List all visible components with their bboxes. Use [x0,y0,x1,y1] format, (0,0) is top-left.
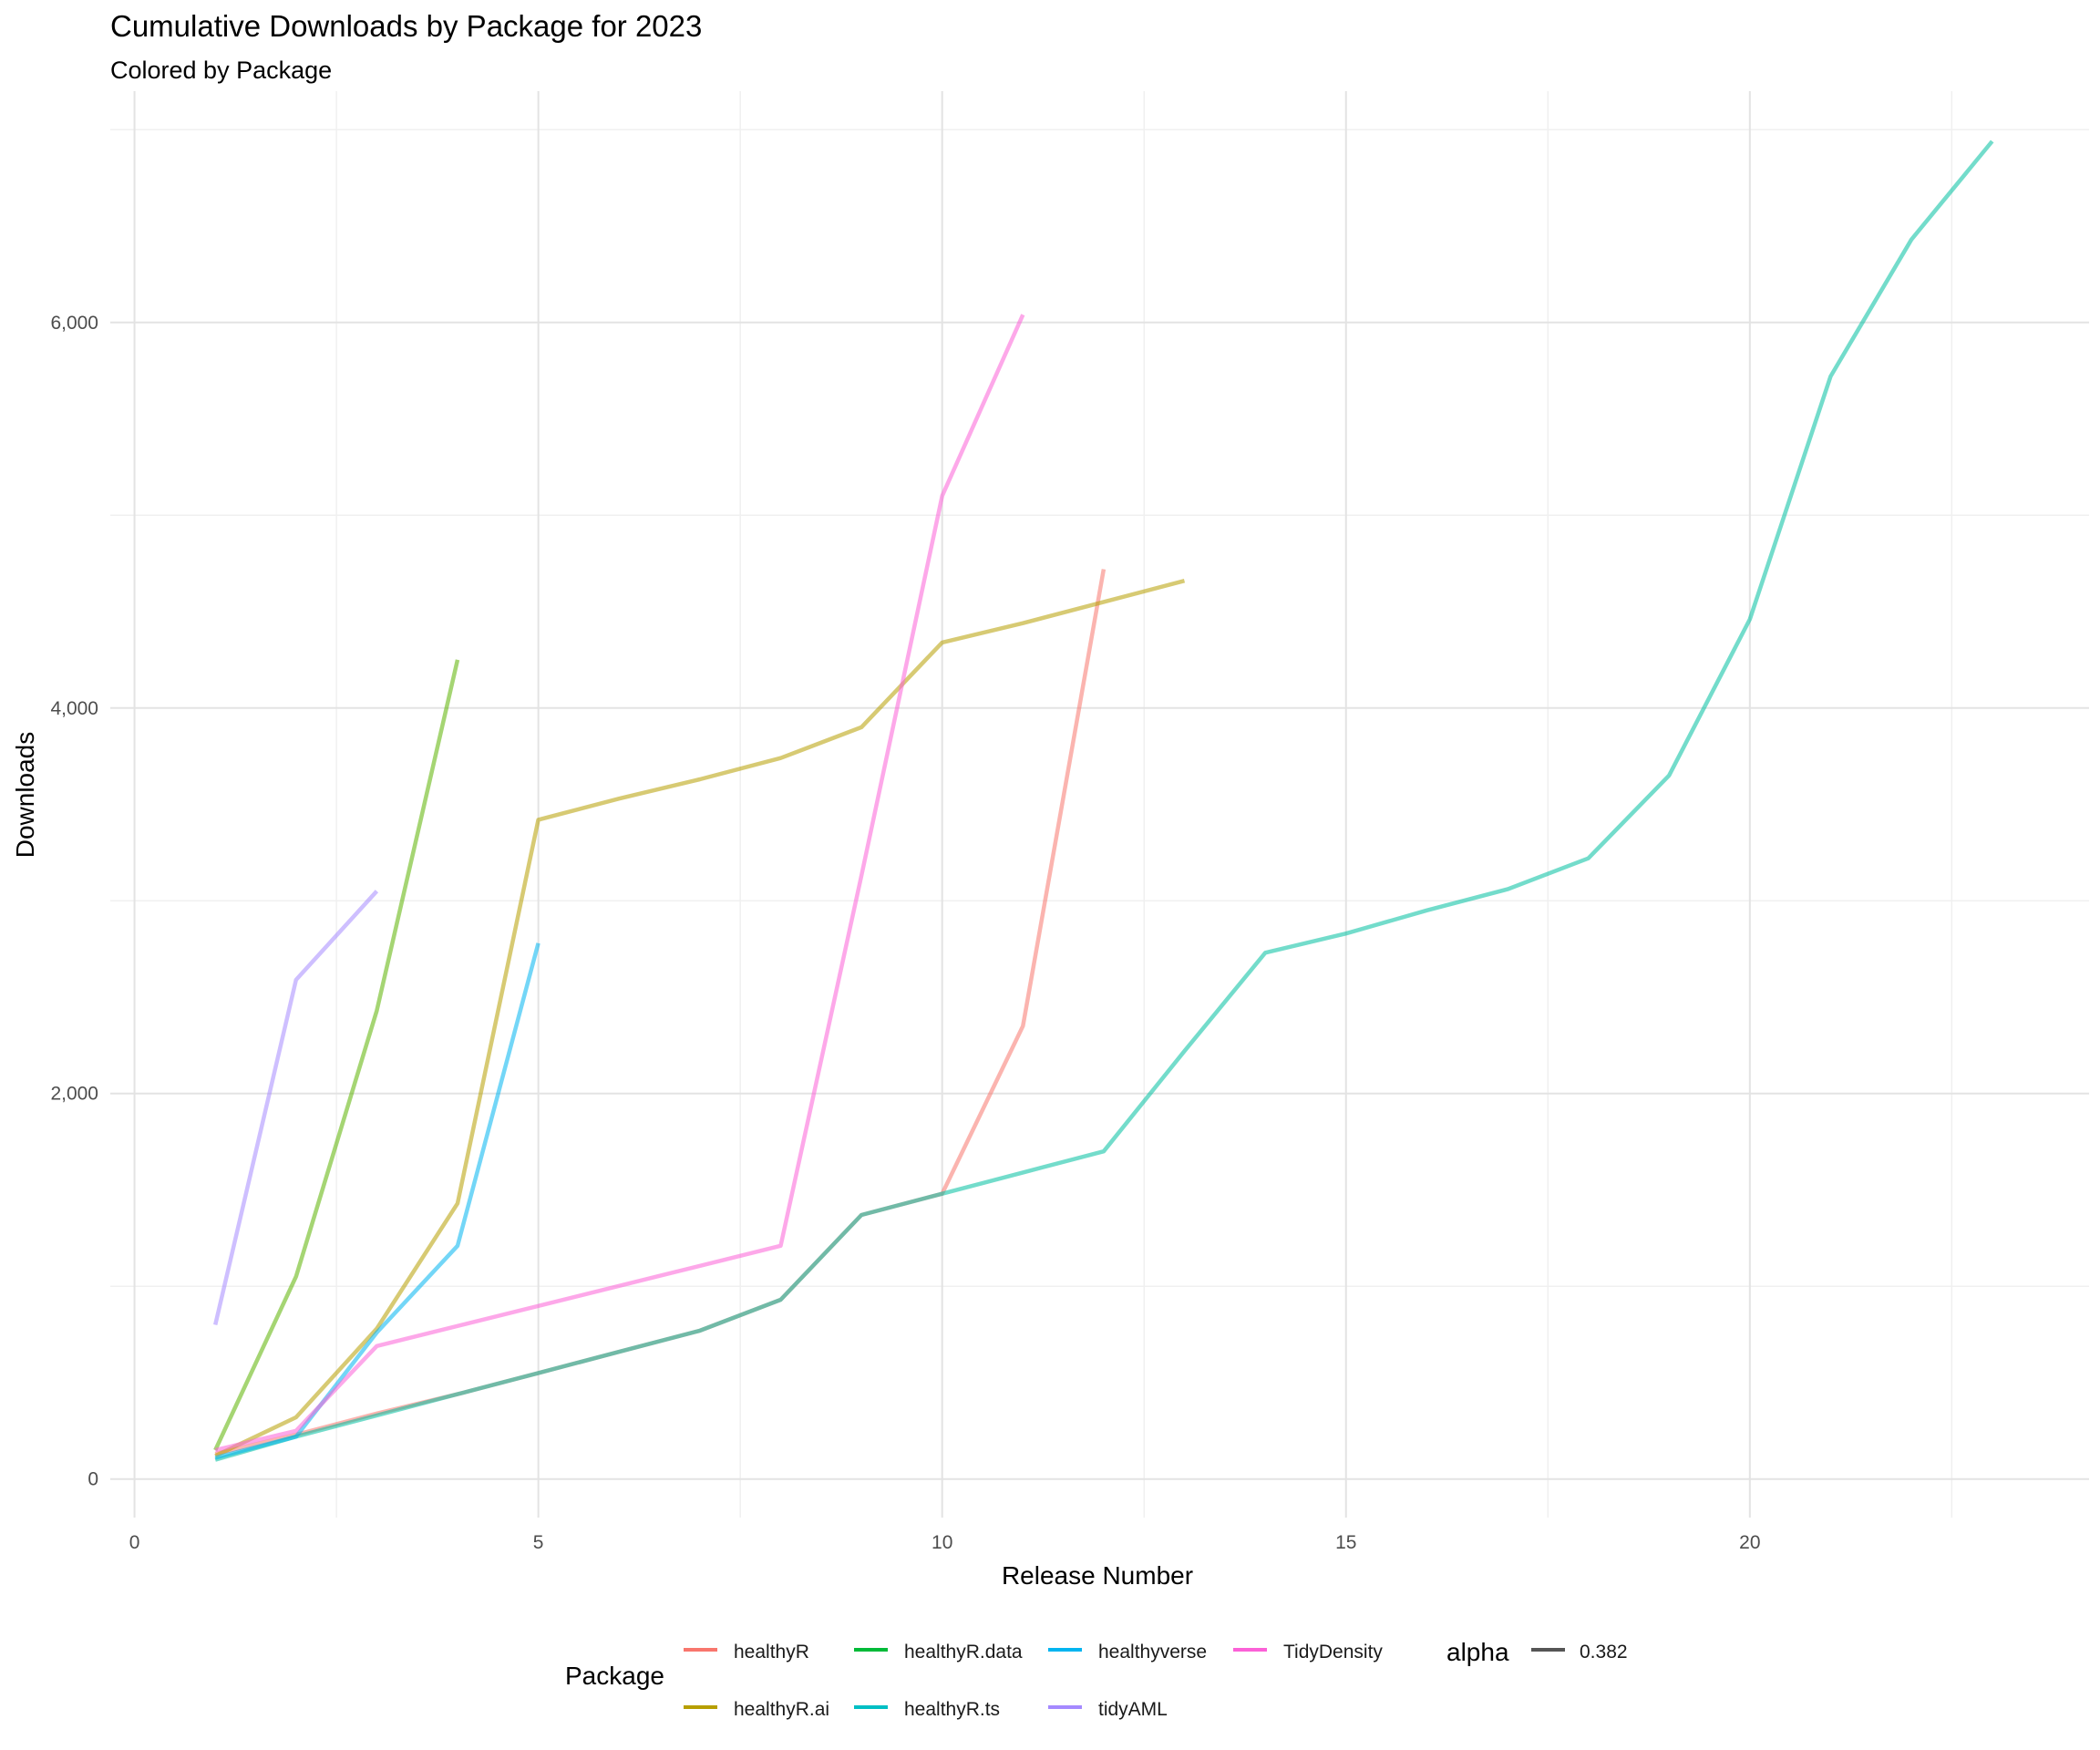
legend-items: healthyR healthyR.data healthyverse TidyDen… [684,1642,1383,1720]
legend-item-healthyr-ts: healthyR.ts [854,1699,1000,1720]
series-line-healthyr-data [213,659,460,1451]
chart-subtitle: Colored by Package [110,57,332,84]
x-tick-label: 5 [533,1532,544,1553]
x-tick-label: 15 [1335,1532,1356,1553]
x-tick-label: 10 [932,1532,952,1553]
alpha-legend-label: 0.382 [1580,1642,1628,1662]
series-line-tidydensity [214,314,1025,1453]
y-axis-label: Downloads [11,732,39,859]
series-line-healthyr-ts [214,139,1994,1462]
legend-item-healthyr-ai: healthyR.ai [684,1699,829,1720]
legend-title: Package [565,1662,664,1690]
y-tick-label: 2,000 [50,1084,98,1105]
series-layer [213,139,1994,1462]
legend-label: healthyR [734,1642,809,1662]
legend-item-tidydensity: TidyDensity [1233,1642,1383,1662]
series-line-healthyverse [214,942,540,1460]
legend-item-healthyr: healthyR [684,1642,809,1662]
legend-label: tidyAML [1098,1699,1168,1720]
y-tick-label: 0 [88,1469,98,1490]
x-tick-labels: 0 5 10 15 20 [129,1532,1761,1553]
legend-item-healthyr-data: healthyR.data [854,1642,1023,1662]
legend-item-healthyverse: healthyverse [1048,1642,1207,1662]
grid-minor [110,91,2089,1518]
y-tick-labels: 0 2,000 4,000 6,000 [50,313,98,1490]
legend-label: healthyverse [1098,1642,1207,1662]
legend-label: healthyR.ai [734,1699,829,1720]
y-tick-label: 4,000 [50,698,98,719]
series-line-healthyr [214,569,1107,1457]
x-tick-label: 20 [1739,1532,1760,1553]
x-tick-label: 0 [129,1532,140,1553]
chart-title: Cumulative Downloads by Package for 2023 [110,9,702,43]
grid-major [110,91,2089,1518]
legend-item-tidyaml: tidyAML [1048,1699,1168,1720]
series-line-tidyaml [213,890,379,1326]
legend-label: healthyR.ts [904,1699,1000,1720]
legend-label: healthyR.data [904,1642,1023,1662]
y-tick-label: 6,000 [50,313,98,334]
legend-label: TidyDensity [1283,1642,1383,1662]
x-axis-label: Release Number [1002,1561,1193,1590]
series-line-healthyr-ai [214,579,1186,1458]
alpha-legend-title: alpha [1446,1638,1509,1666]
legend: Package healthyR healthyR.data healthyvers… [565,1638,1628,1720]
